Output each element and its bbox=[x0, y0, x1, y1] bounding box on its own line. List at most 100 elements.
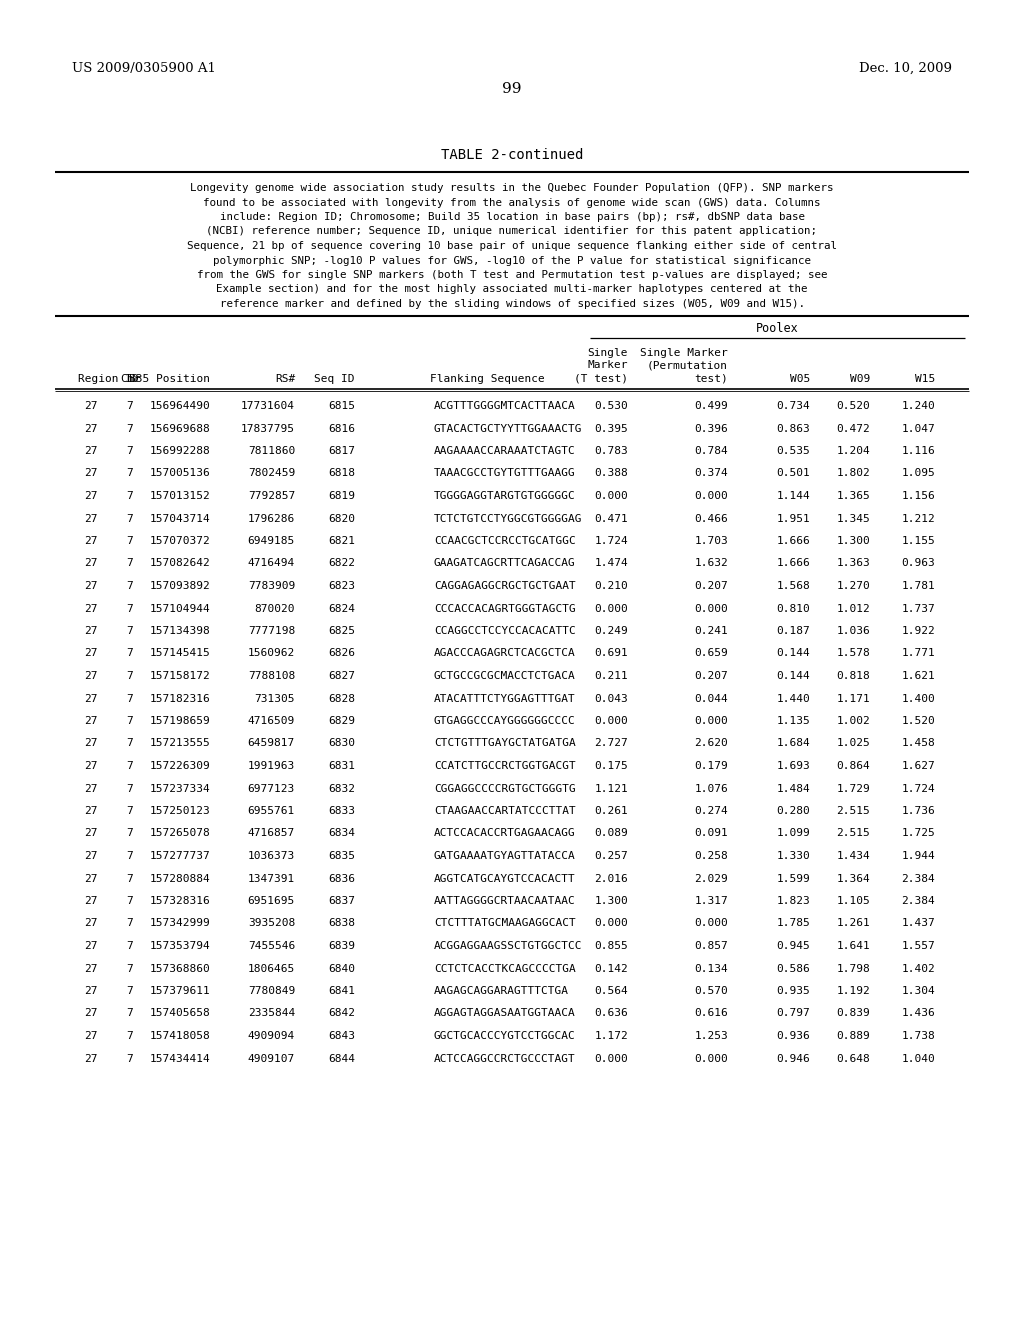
Text: 7: 7 bbox=[127, 851, 133, 861]
Text: 157353794: 157353794 bbox=[150, 941, 210, 950]
Text: 1.684: 1.684 bbox=[776, 738, 810, 748]
Text: 157250123: 157250123 bbox=[150, 807, 210, 816]
Text: 0.211: 0.211 bbox=[594, 671, 628, 681]
Text: 157070372: 157070372 bbox=[150, 536, 210, 546]
Text: 6825: 6825 bbox=[328, 626, 355, 636]
Text: 1.520: 1.520 bbox=[901, 715, 935, 726]
Text: 2.384: 2.384 bbox=[901, 874, 935, 883]
Text: 1.724: 1.724 bbox=[901, 784, 935, 793]
Text: 1.737: 1.737 bbox=[901, 603, 935, 614]
Text: 1.300: 1.300 bbox=[594, 896, 628, 906]
Text: 1.099: 1.099 bbox=[776, 829, 810, 838]
Text: 2335844: 2335844 bbox=[248, 1008, 295, 1019]
Text: 6842: 6842 bbox=[328, 1008, 355, 1019]
Text: 0.636: 0.636 bbox=[594, 1008, 628, 1019]
Text: 1.666: 1.666 bbox=[776, 558, 810, 569]
Text: AGGAGTAGGASAATGGTAACA: AGGAGTAGGASAATGGTAACA bbox=[434, 1008, 575, 1019]
Text: Example section) and for the most highly associated multi-marker haplotypes cent: Example section) and for the most highly… bbox=[216, 285, 808, 294]
Text: 1.144: 1.144 bbox=[776, 491, 810, 502]
Text: 157368860: 157368860 bbox=[150, 964, 210, 974]
Text: 7: 7 bbox=[127, 648, 133, 659]
Text: 0.257: 0.257 bbox=[594, 851, 628, 861]
Text: 1796286: 1796286 bbox=[248, 513, 295, 524]
Text: 0.810: 0.810 bbox=[776, 603, 810, 614]
Text: 157093892: 157093892 bbox=[150, 581, 210, 591]
Text: 2.384: 2.384 bbox=[901, 896, 935, 906]
Text: 4909107: 4909107 bbox=[248, 1053, 295, 1064]
Text: (NCBI) reference number; Sequence ID, unique numerical identifier for this paten: (NCBI) reference number; Sequence ID, un… bbox=[207, 227, 817, 236]
Text: 1.192: 1.192 bbox=[837, 986, 870, 997]
Text: GATGAAAATGYAGTTATACCA: GATGAAAATGYAGTTATACCA bbox=[434, 851, 575, 861]
Text: 7: 7 bbox=[127, 513, 133, 524]
Text: 6816: 6816 bbox=[328, 424, 355, 433]
Text: B35 Position: B35 Position bbox=[129, 374, 210, 384]
Text: 6841: 6841 bbox=[328, 986, 355, 997]
Text: ACTCCAGGCCRCTGCCCTAGT: ACTCCAGGCCRCTGCCCTAGT bbox=[434, 1053, 575, 1064]
Text: 1.725: 1.725 bbox=[901, 829, 935, 838]
Text: 6955761: 6955761 bbox=[248, 807, 295, 816]
Text: 1.951: 1.951 bbox=[776, 513, 810, 524]
Text: 0.472: 0.472 bbox=[837, 424, 870, 433]
Text: 7811860: 7811860 bbox=[248, 446, 295, 455]
Text: 1.156: 1.156 bbox=[901, 491, 935, 502]
Text: GCTGCCGCGCMACCTCTGACA: GCTGCCGCGCMACCTCTGACA bbox=[434, 671, 575, 681]
Text: 1.484: 1.484 bbox=[776, 784, 810, 793]
Text: 1.105: 1.105 bbox=[837, 896, 870, 906]
Text: 6815: 6815 bbox=[328, 401, 355, 411]
Text: 0.499: 0.499 bbox=[694, 401, 728, 411]
Text: 17731604: 17731604 bbox=[241, 401, 295, 411]
Text: 7: 7 bbox=[127, 738, 133, 748]
Text: 7: 7 bbox=[127, 874, 133, 883]
Text: 27: 27 bbox=[85, 715, 98, 726]
Text: 1.040: 1.040 bbox=[901, 1053, 935, 1064]
Text: 0.144: 0.144 bbox=[776, 648, 810, 659]
Text: found to be associated with longevity from the analysis of genome wide scan (GWS: found to be associated with longevity fr… bbox=[203, 198, 821, 207]
Text: 1.641: 1.641 bbox=[837, 941, 870, 950]
Text: 0.091: 0.091 bbox=[694, 829, 728, 838]
Text: 6822: 6822 bbox=[328, 558, 355, 569]
Text: AGGTCATGCAYGTCCACACTT: AGGTCATGCAYGTCCACACTT bbox=[434, 874, 575, 883]
Text: 870020: 870020 bbox=[255, 603, 295, 614]
Text: RS#: RS# bbox=[274, 374, 295, 384]
Text: 2.515: 2.515 bbox=[837, 829, 870, 838]
Text: 1991963: 1991963 bbox=[248, 762, 295, 771]
Text: 0.280: 0.280 bbox=[776, 807, 810, 816]
Text: 0.207: 0.207 bbox=[694, 671, 728, 681]
Text: 6827: 6827 bbox=[328, 671, 355, 681]
Text: 0.207: 0.207 bbox=[694, 581, 728, 591]
Text: US 2009/0305900 A1: US 2009/0305900 A1 bbox=[72, 62, 216, 75]
Text: 0.935: 0.935 bbox=[776, 986, 810, 997]
Text: W05: W05 bbox=[790, 374, 810, 384]
Text: ACTCCACACCRTGAGAACAGG: ACTCCACACCRTGAGAACAGG bbox=[434, 829, 575, 838]
Text: 1.436: 1.436 bbox=[901, 1008, 935, 1019]
Text: ACGTTTGGGGMTCACTTAACA: ACGTTTGGGGMTCACTTAACA bbox=[434, 401, 575, 411]
Text: 27: 27 bbox=[85, 784, 98, 793]
Text: 2.620: 2.620 bbox=[694, 738, 728, 748]
Text: 1560962: 1560962 bbox=[248, 648, 295, 659]
Text: 7: 7 bbox=[127, 693, 133, 704]
Text: 6832: 6832 bbox=[328, 784, 355, 793]
Text: 1.155: 1.155 bbox=[901, 536, 935, 546]
Text: 1.402: 1.402 bbox=[901, 964, 935, 974]
Text: 1806465: 1806465 bbox=[248, 964, 295, 974]
Text: 157013152: 157013152 bbox=[150, 491, 210, 502]
Text: 7780849: 7780849 bbox=[248, 986, 295, 997]
Text: 1.116: 1.116 bbox=[901, 446, 935, 455]
Text: 6833: 6833 bbox=[328, 807, 355, 816]
Text: 157237334: 157237334 bbox=[150, 784, 210, 793]
Text: 157158172: 157158172 bbox=[150, 671, 210, 681]
Text: GTACACTGCTYYTTGGAAACTG: GTACACTGCTYYTTGGAAACTG bbox=[434, 424, 583, 433]
Text: 27: 27 bbox=[85, 986, 98, 997]
Text: 7: 7 bbox=[127, 1031, 133, 1041]
Text: 1036373: 1036373 bbox=[248, 851, 295, 861]
Text: 0.395: 0.395 bbox=[594, 424, 628, 433]
Text: 0.863: 0.863 bbox=[776, 424, 810, 433]
Text: 27: 27 bbox=[85, 874, 98, 883]
Text: 0.857: 0.857 bbox=[694, 941, 728, 950]
Text: ATACATTTCTYGGAGTTTGAT: ATACATTTCTYGGAGTTTGAT bbox=[434, 693, 575, 704]
Text: 99: 99 bbox=[502, 82, 522, 96]
Text: 1.738: 1.738 bbox=[901, 1031, 935, 1041]
Text: 17837795: 17837795 bbox=[241, 424, 295, 433]
Text: 0.783: 0.783 bbox=[594, 446, 628, 455]
Text: 7: 7 bbox=[127, 896, 133, 906]
